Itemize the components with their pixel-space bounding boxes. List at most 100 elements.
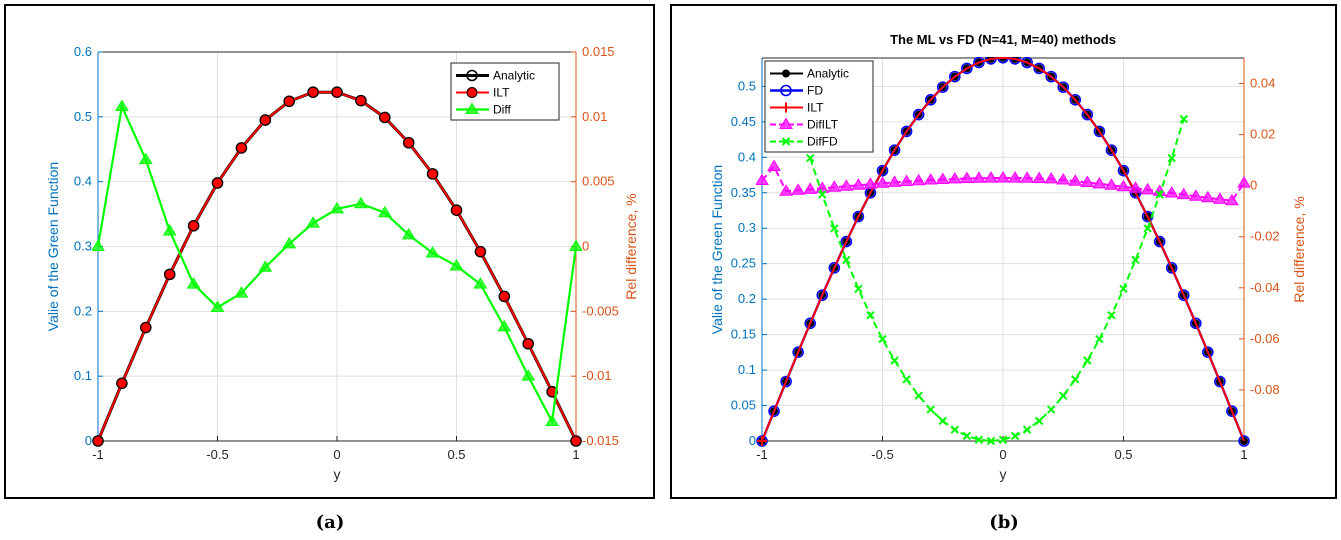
data-point-difilt bbox=[1080, 175, 1095, 187]
data-point-diffd bbox=[1131, 255, 1140, 265]
data-point-ilt bbox=[259, 114, 271, 126]
y-right-axis-label: Rel difference, % bbox=[623, 193, 639, 299]
data-point-diffd bbox=[805, 153, 815, 163]
data-point-difilt bbox=[827, 180, 842, 192]
data-point-fd bbox=[961, 62, 973, 75]
data-point-ilt bbox=[522, 338, 534, 350]
data-point-fd bbox=[840, 235, 853, 248]
data-point-fd bbox=[1081, 108, 1094, 121]
legend-label: DifFD bbox=[807, 135, 838, 149]
y-right-tick-label: -0.06 bbox=[1250, 331, 1280, 346]
data-point-fd bbox=[768, 405, 780, 417]
data-point-fd bbox=[1117, 164, 1130, 177]
y-tick-label: 0.4 bbox=[74, 174, 92, 189]
data-point-difilt bbox=[923, 173, 938, 185]
data-point-fd bbox=[924, 93, 937, 106]
legend-marker bbox=[781, 137, 791, 146]
data-point-diffd bbox=[1034, 416, 1044, 426]
y-axis-label: Valie of the Green Function bbox=[709, 165, 725, 334]
data-point-fd bbox=[1153, 235, 1166, 248]
panel-a-frame bbox=[4, 4, 655, 499]
data-point-diffd bbox=[950, 425, 960, 434]
data-point-diff bbox=[282, 236, 297, 249]
data-point-difilt bbox=[1213, 192, 1227, 204]
data-point-fd bbox=[1214, 375, 1226, 388]
x-axis-label: y bbox=[334, 466, 341, 482]
legend-marker bbox=[779, 117, 793, 129]
data-point-ilt bbox=[331, 86, 343, 98]
data-point-difilt bbox=[863, 177, 878, 189]
y-tick-label: 0.1 bbox=[74, 368, 92, 383]
data-point-diffd bbox=[998, 435, 1008, 444]
data-point-difilt bbox=[1020, 171, 1034, 183]
data-point-ilt bbox=[757, 436, 767, 446]
y-tick-label: 0.1 bbox=[738, 362, 756, 377]
data-point-ilt bbox=[355, 95, 367, 107]
data-point-diff bbox=[115, 99, 129, 111]
y-right-tick-label: -0.04 bbox=[1250, 280, 1280, 295]
legend-label: FD bbox=[807, 84, 823, 98]
data-point-difilt bbox=[851, 178, 866, 190]
x-tick-label: -1 bbox=[92, 447, 104, 462]
data-point-diff bbox=[234, 286, 249, 298]
y-tick-label: 0.05 bbox=[731, 398, 756, 413]
legend-label: ILT bbox=[807, 101, 824, 115]
x-axis-label: y bbox=[1000, 466, 1007, 482]
data-point-fd bbox=[1093, 125, 1106, 138]
legend-marker bbox=[466, 87, 478, 98]
series-ilt bbox=[757, 57, 1245, 446]
data-point-diffd bbox=[1071, 375, 1080, 384]
legend-label: DifILT bbox=[807, 118, 839, 132]
y-tick-label: 0.35 bbox=[731, 185, 756, 200]
data-point-fd bbox=[1202, 346, 1214, 358]
y-tick-label: 0.2 bbox=[738, 291, 756, 306]
data-point-ilt bbox=[498, 290, 510, 302]
data-point-diffd bbox=[962, 431, 972, 441]
data-point-fd bbox=[1045, 70, 1057, 83]
y-tick-label: 0.4 bbox=[738, 149, 756, 164]
data-point-difilt bbox=[984, 171, 998, 183]
chart-title: The ML vs FD (N=41, M=40) methods bbox=[890, 32, 1116, 47]
data-point-difilt bbox=[1128, 181, 1143, 193]
data-point-diff bbox=[425, 246, 440, 258]
caption-b: (b) bbox=[989, 512, 1019, 533]
data-point-ilt bbox=[92, 435, 104, 447]
data-point-difilt bbox=[911, 173, 926, 186]
data-point-ilt bbox=[164, 268, 176, 280]
data-point-fd bbox=[1165, 262, 1178, 274]
legend-label: Analytic bbox=[807, 67, 849, 81]
data-point-difilt bbox=[767, 159, 781, 172]
data-point-diffd bbox=[1010, 431, 1020, 441]
data-point-diffd bbox=[818, 190, 827, 199]
y-right-tick-label: 0.04 bbox=[1250, 76, 1275, 91]
data-point-diff bbox=[569, 239, 582, 251]
data-point-diffd bbox=[974, 435, 984, 444]
data-point-difilt bbox=[1032, 171, 1047, 184]
data-point-ilt bbox=[212, 177, 223, 189]
data-point-diff bbox=[92, 239, 105, 251]
data-point-ilt bbox=[379, 111, 391, 123]
data-point-diff bbox=[162, 223, 177, 236]
data-point-fd bbox=[852, 210, 865, 223]
data-point-diffd bbox=[1155, 190, 1164, 199]
data-point-diffd bbox=[1022, 425, 1032, 434]
y-tick-label: 0.45 bbox=[731, 114, 756, 129]
data-point-fd bbox=[804, 317, 817, 330]
y-right-axis-label: Rel difference, % bbox=[1291, 196, 1307, 302]
y-right-tick-label: -0.01 bbox=[582, 368, 612, 383]
data-point-fd bbox=[1177, 289, 1190, 301]
data-point-difilt bbox=[1176, 187, 1191, 200]
data-point-diff bbox=[210, 300, 225, 312]
series-ilt bbox=[92, 86, 582, 447]
data-point-diffd bbox=[878, 334, 887, 344]
legend-marker bbox=[465, 102, 479, 114]
legend-marker bbox=[781, 102, 791, 113]
data-point-diffd bbox=[890, 356, 899, 365]
data-point-ilt bbox=[283, 95, 295, 107]
data-point-difilt bbox=[959, 171, 974, 184]
data-point-fd bbox=[1226, 405, 1238, 417]
data-point-diff bbox=[258, 260, 273, 272]
data-point-diffd bbox=[902, 375, 911, 384]
data-point-fd bbox=[1190, 317, 1202, 330]
chart-b: -1 -0.5 0 0.5 1 0 0.05 0.1 0.15 0.2 0.25 0.3 0.35 0.4… bbox=[709, 32, 1307, 482]
